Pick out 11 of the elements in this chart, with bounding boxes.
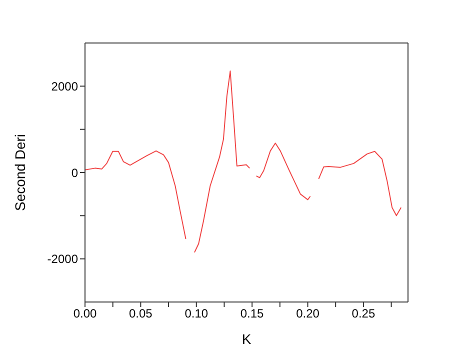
x-tick-label: 0.00 (73, 306, 97, 321)
y-tick-label: 0 (71, 166, 78, 180)
x-tick-label: 0.25 (352, 306, 376, 321)
y-axis-title: Second Deri (12, 134, 28, 212)
x-tick-label: 0.10 (184, 306, 208, 321)
y-tick-label: 2000 (51, 79, 78, 94)
x-axis-title: K (242, 331, 252, 347)
x-tick-label: 0.20 (296, 306, 320, 321)
y-tick-label: -2000 (47, 252, 78, 266)
x-tick-label: 0.15 (240, 306, 264, 321)
x-tick-label: 0.05 (129, 306, 153, 321)
